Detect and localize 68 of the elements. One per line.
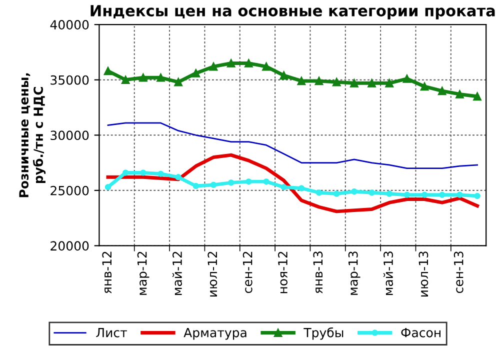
point [421, 192, 428, 198]
point [333, 190, 340, 197]
point [332, 78, 341, 86]
y-tick-label: 20000 [50, 241, 89, 251]
point [122, 170, 129, 176]
point [192, 69, 200, 78]
point [473, 92, 482, 101]
point [228, 180, 234, 186]
point [385, 79, 394, 88]
point [456, 90, 464, 98]
point [244, 59, 253, 68]
x-tick-label: июл-12 [208, 252, 218, 296]
point [368, 79, 376, 88]
legend-label: Трубы [304, 327, 344, 340]
legend-label: Арматура [184, 328, 246, 340]
point [174, 78, 182, 86]
point [456, 192, 463, 198]
legend-label: Лист [96, 328, 127, 338]
point [209, 62, 218, 71]
point [438, 192, 446, 198]
line-series [106, 153, 480, 214]
point [226, 59, 236, 68]
point [316, 190, 322, 196]
line-series [107, 122, 478, 169]
x-tick-label: ноя-12 [278, 252, 288, 294]
point [104, 66, 112, 76]
point [210, 182, 217, 188]
point [351, 188, 358, 195]
point [420, 82, 429, 91]
point [298, 185, 305, 192]
point [402, 74, 412, 83]
legend-label: Фасон [401, 328, 440, 338]
x-tick-label: мар-12 [137, 252, 150, 295]
x-tick-label: сен-12 [242, 252, 252, 294]
point [262, 62, 270, 71]
point [297, 76, 306, 86]
y-tick-label: 25000 [50, 186, 89, 196]
y-tick-label: 30000 [50, 130, 89, 140]
point [140, 170, 146, 176]
x-tick-label: мар-13 [348, 252, 360, 295]
y-tick-label: 35000 [50, 75, 89, 85]
point [438, 86, 446, 96]
point [104, 184, 112, 190]
x-tick-label: май-12 [172, 252, 182, 296]
point [368, 190, 375, 196]
point [280, 184, 287, 190]
point [121, 76, 130, 84]
x-tick-label: янв-13 [313, 252, 323, 294]
point [156, 73, 165, 82]
point [158, 170, 164, 177]
point [386, 190, 392, 197]
x-tick-label: июл-13 [418, 252, 428, 296]
point [192, 182, 200, 190]
chart-title: Индексы цен на основные категории проката [90, 5, 495, 20]
point [280, 71, 288, 80]
point [138, 73, 148, 82]
point [263, 178, 270, 185]
point [314, 76, 324, 86]
point [175, 174, 182, 180]
x-tick-label: сен-13 [454, 252, 464, 294]
x-tick-label: май-13 [383, 252, 393, 296]
y-axis-title: Розничные цены, руб./тн с НДС [19, 73, 46, 198]
x-tick-label: янв-12 [102, 252, 112, 294]
point [474, 192, 480, 200]
y-tick-label: 40000 [50, 20, 89, 30]
point [246, 178, 252, 185]
point [404, 192, 410, 198]
point [350, 79, 358, 88]
